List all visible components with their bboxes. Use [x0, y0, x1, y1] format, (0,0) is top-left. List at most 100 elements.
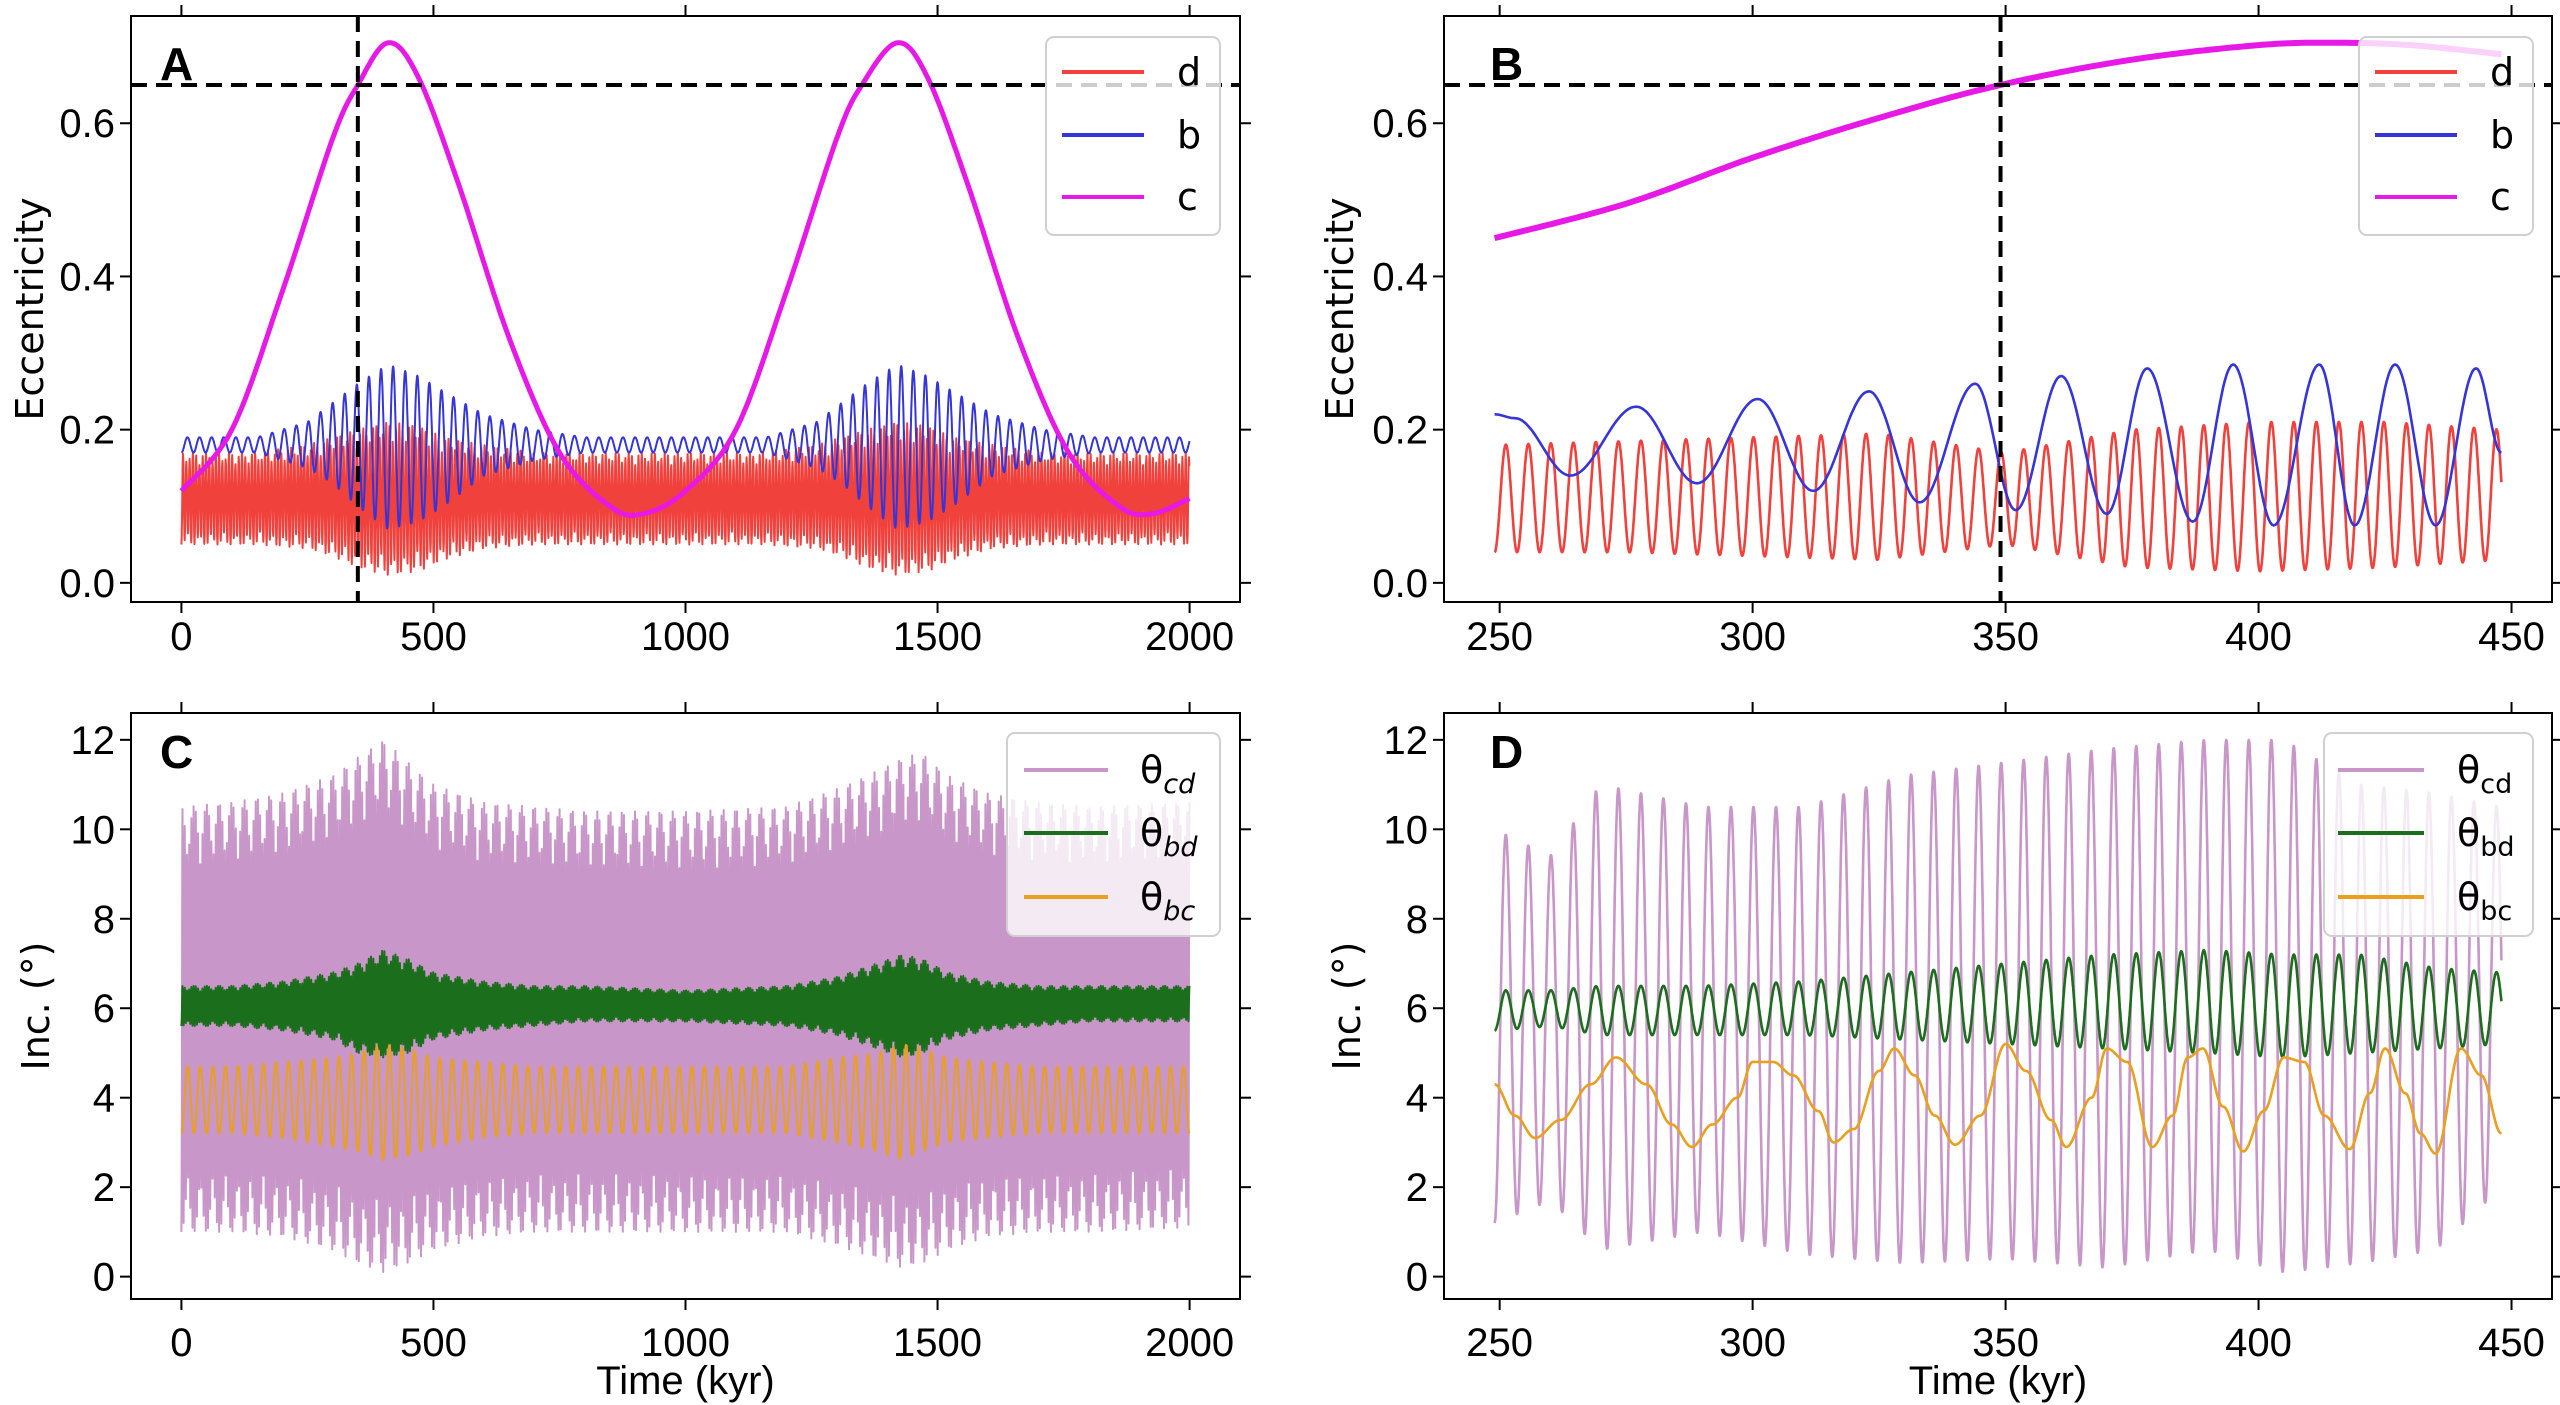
series-θbc-line — [180, 1043, 1191, 1162]
y-tick-label: 8 — [1406, 898, 1428, 942]
legend-subscript: bd — [2480, 832, 2514, 863]
legend-symbol: b — [1177, 113, 1201, 157]
x-tick-label: 350 — [1972, 1321, 2039, 1365]
x-tick-label: 1000 — [641, 615, 730, 659]
panel-b: 250 300 350 400 450 0.0 0.2 0.4 0.6 Eccentricity B… — [1318, 5, 2560, 659]
y-tick-label: 0.6 — [59, 102, 115, 146]
legend-subscript: cd — [2480, 769, 2512, 800]
y-tick-label: 10 — [71, 808, 116, 852]
y-tick-label: 12 — [71, 719, 116, 763]
x-tick-label: 1000 — [641, 1321, 730, 1365]
series-d-line — [1493, 420, 2503, 573]
legend-symbol: b — [2490, 113, 2514, 157]
x-tick-label: 300 — [1719, 1321, 1786, 1365]
x-tick-label: 250 — [1466, 615, 1533, 659]
x-tick-label: 400 — [2225, 1321, 2292, 1365]
x-tick-label: 400 — [2225, 615, 2292, 659]
plot-area — [180, 741, 1191, 1273]
x-tick-label: 2000 — [1145, 1321, 1234, 1365]
series-b-line — [1494, 363, 2502, 527]
x-axis-label: Time (kyr) — [596, 1359, 774, 1403]
x-tick-label: 1500 — [893, 615, 982, 659]
x-tick-label: 450 — [2478, 615, 2545, 659]
x-tick-label: 500 — [400, 615, 467, 659]
x-tick-label: 350 — [1972, 615, 2039, 659]
legend-item-b: b — [1062, 113, 1201, 157]
panel-letter: A — [160, 38, 193, 90]
legend-label: θbd — [1140, 811, 1198, 863]
legend-symbol: d — [2490, 50, 2514, 94]
legend-symbol: θ — [1140, 748, 1163, 792]
y-tick-label: 6 — [1406, 987, 1428, 1031]
legend-symbol: θ — [1140, 811, 1163, 855]
plot-area — [131, 16, 1240, 602]
x-tick-label: 250 — [1466, 1321, 1533, 1365]
y-tick-label: 10 — [1384, 808, 1429, 852]
legend-item-d: d — [1062, 50, 1201, 94]
x-tick-label: 0 — [170, 1321, 192, 1365]
legend-item-b: b — [2375, 113, 2514, 157]
y-tick-label: 0.0 — [59, 562, 115, 606]
legend-symbol: θ — [1140, 875, 1163, 919]
legend-symbol: θ — [2457, 811, 2480, 855]
legend-label: d — [1177, 50, 1201, 94]
y-tick-label: 2 — [1406, 1166, 1428, 1210]
panel-letter: B — [1490, 38, 1523, 90]
legend-label: c — [2490, 175, 2511, 219]
legend-item-c: c — [1062, 175, 1198, 219]
legend-subscript: bc — [2480, 896, 2512, 927]
legend-label: θbc — [1140, 875, 1195, 927]
x-tick-label: 0 — [170, 615, 192, 659]
axes-frame — [1443, 712, 2553, 1300]
y-tick-label: 0 — [93, 1256, 115, 1300]
legend-item-d: d — [2375, 50, 2514, 94]
series-θbd-line — [180, 949, 1191, 1059]
y-tick-label: 2 — [93, 1166, 115, 1210]
y-tick-label: 0 — [1406, 1256, 1428, 1300]
y-tick-label: 0.4 — [1372, 255, 1428, 299]
legend-label: d — [2490, 50, 2514, 94]
legend: dbc — [2358, 36, 2534, 236]
series-c-line — [1493, 39, 2503, 242]
x-tick-label: 450 — [2478, 1321, 2545, 1365]
legend-symbol: c — [1177, 175, 1198, 219]
legend-label: b — [2490, 113, 2514, 157]
plot-area — [1493, 738, 2503, 1274]
y-tick-label: 0.4 — [59, 255, 115, 299]
y-tick-label: 12 — [1384, 719, 1429, 763]
y-tick-label: 0.2 — [1372, 409, 1428, 453]
y-tick-label: 0.0 — [1372, 562, 1428, 606]
legend-symbol: c — [2490, 175, 2511, 219]
legend-frame — [2323, 732, 2534, 937]
legend-symbol: θ — [2457, 748, 2480, 792]
y-tick-label: 6 — [93, 987, 115, 1031]
legend-item-θbc: θbc — [2338, 875, 2512, 927]
legend-label: θcd — [1140, 748, 1196, 800]
y-tick-label: 0.2 — [59, 409, 115, 453]
legend: dbc — [1045, 36, 1221, 236]
legend-item-θbd: θbd — [2338, 811, 2515, 863]
legend-frame — [1006, 732, 1221, 937]
legend-subscript: bc — [1163, 896, 1195, 927]
series-θbd-line — [1493, 948, 2503, 1059]
y-axis-label: Eccentricity — [1318, 197, 1362, 420]
y-tick-label: 0.6 — [1372, 102, 1428, 146]
y-tick-label: 4 — [93, 1077, 115, 1121]
axes-frame — [1443, 15, 2553, 603]
legend-label: θbc — [2457, 875, 2512, 927]
legend-item-θbd: θbd — [1024, 811, 1198, 863]
y-axis-label: Eccentricity — [8, 197, 52, 420]
x-axis-label: Time (kyr) — [1909, 1359, 2087, 1403]
panel-a: 0 500 1000 1500 2000 0.0 0.2 0.4 0.6 Eccentricity… — [8, 5, 1251, 659]
legend-symbol: θ — [2457, 875, 2480, 919]
x-tick-label: 300 — [1719, 615, 1786, 659]
legend-item-c: c — [2375, 175, 2511, 219]
legend-label: b — [1177, 113, 1201, 157]
panel-letter: D — [1490, 726, 1523, 778]
panel-c: 0 500 1000 1500 2000 0 2 4 6 8 10 12 Inc. (°) Time (k… — [14, 702, 1251, 1403]
panel-d: 250 300 350 400 450 0 2 4 6 8 10 12 Inc. (°) Time (ky… — [1325, 702, 2560, 1403]
legend-item-θcd: θcd — [2338, 748, 2512, 800]
